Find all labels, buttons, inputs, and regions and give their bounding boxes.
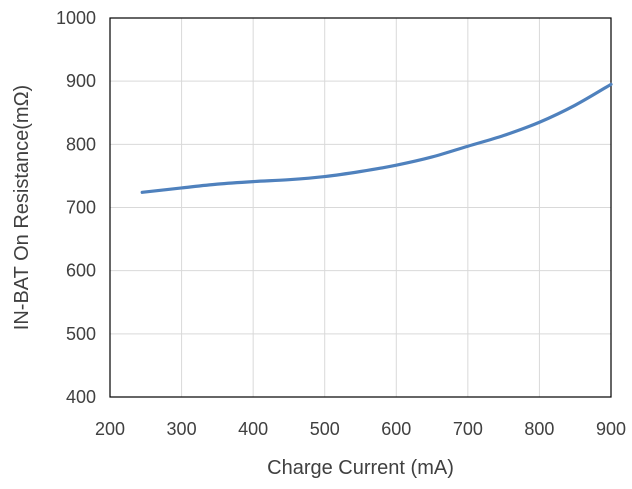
series-line-0: [142, 84, 611, 192]
y-tick-label: 800: [66, 134, 96, 154]
x-tick-label: 700: [453, 419, 483, 439]
x-tick-label: 400: [238, 419, 268, 439]
y-tick-label: 600: [66, 261, 96, 281]
y-tick-label: 400: [66, 387, 96, 407]
y-axis-title: IN-BAT On Resistance(mΩ): [11, 85, 33, 330]
y-tick-label: 500: [66, 324, 96, 344]
x-tick-label: 800: [524, 419, 554, 439]
x-tick-label: 200: [95, 419, 125, 439]
y-tick-label: 700: [66, 198, 96, 218]
y-axis-ticks: 400 500 600 700 800 900 1000: [56, 8, 96, 407]
x-axis-ticks: 200 300 400 500 600 700 800 900: [95, 419, 626, 439]
y-tick-label: 1000: [56, 8, 96, 28]
grid: [110, 18, 611, 397]
x-axis-title: Charge Current (mA): [267, 457, 454, 479]
x-tick-label: 300: [167, 419, 197, 439]
y-tick-label: 900: [66, 71, 96, 91]
x-tick-label: 600: [381, 419, 411, 439]
x-tick-label: 500: [310, 419, 340, 439]
x-tick-label: 900: [596, 419, 626, 439]
series-layer: [142, 84, 611, 192]
